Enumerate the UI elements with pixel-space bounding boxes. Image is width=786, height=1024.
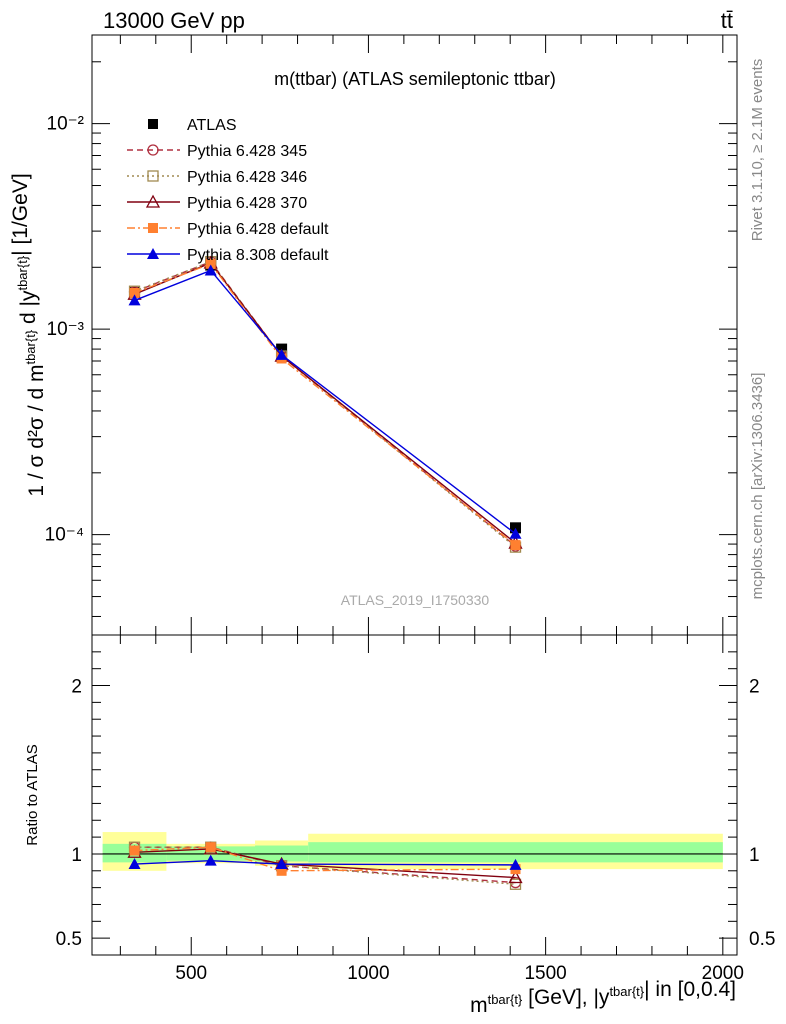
ratio-point: [129, 845, 140, 856]
legend: ATLAS Pythia 6.428 345 Pythia 6.428 346 Pyt…: [127, 117, 329, 264]
legend-entry: Pythia 6.428 370: [127, 194, 307, 212]
stat-uncertainty-band: [308, 842, 723, 863]
data-point: [275, 348, 288, 360]
main-plot: m(ttbar) (ATLAS semileptonic ttbar) ATLA…: [9, 34, 738, 636]
label-fragment: tbar{t}: [23, 329, 38, 364]
legend-label: Pythia 8.308 default: [187, 247, 329, 264]
legend-marker: [147, 170, 159, 182]
data-point: [509, 527, 522, 539]
data-point: [510, 540, 521, 551]
label-fragment: tbar{t}: [488, 992, 523, 1007]
y-tick-label: 1: [71, 845, 82, 866]
series-pythia-8-308-default: [128, 264, 522, 539]
label-fragment: [GeV], |y: [522, 986, 610, 1009]
ratio-series-group: [127, 841, 523, 890]
series-line: [134, 269, 516, 535]
y-tick-label: 0.5: [56, 929, 82, 950]
data-point: [128, 294, 141, 306]
ratio-point: [128, 858, 141, 870]
x-axis-label: mtbar{t} [GeV], |ytbar{t}| in [0,0.4]: [470, 978, 736, 1017]
ratio-plot: 0.5 0.5 1 1 2 2 500 1000 1500 2000 Ratio to ATLAS…: [24, 634, 775, 1017]
ratio-line: [134, 846, 516, 885]
main-plot-title: m(ttbar) (ATLAS semileptonic ttbar): [274, 69, 556, 89]
label-fragment: d |y: [17, 290, 40, 330]
series-line: [134, 262, 516, 546]
ratio-point: [509, 878, 522, 890]
legend-label: Pythia 6.428 default: [187, 221, 329, 238]
ratio-line: [134, 848, 516, 879]
main-plot-background: [92, 35, 737, 635]
legend-label: Pythia 6.428 346: [187, 169, 307, 186]
ratio-series-pythia-8-308-default: [128, 854, 522, 870]
legend-label: ATLAS: [187, 117, 237, 134]
label-fragment: tbar{t}: [609, 984, 644, 999]
ratio-line: [134, 859, 516, 866]
legend-marker: [147, 248, 159, 259]
ratio-point: [205, 842, 216, 853]
ratio-plot-frame: [91, 634, 738, 956]
ratio-point: [204, 854, 217, 866]
x-tick-label: 2000: [702, 963, 744, 984]
y-tick-label: 10⁻²: [47, 114, 85, 135]
main-y-axis-label: 1 / σ d²σ / d mtbar{t} d |ytbar{t}| [1/G…: [9, 173, 48, 496]
legend-label: Pythia 6.428 345: [187, 143, 307, 160]
legend-entry: ATLAS: [148, 117, 237, 134]
legend-marker: [145, 194, 161, 208]
x-tick-label: 1500: [524, 963, 566, 984]
ratio-point: [275, 858, 288, 870]
label-fragment: | [1/GeV]: [9, 173, 32, 256]
y-tick-label: 10⁻⁴: [45, 525, 84, 546]
main-series-group: [127, 255, 523, 553]
y-tick-label-right: 1: [749, 845, 760, 866]
rivet-label: Rivet 3.1.10, ≥ 2.1M events: [749, 59, 766, 242]
legend-entry: Pythia 8.308 default: [127, 247, 329, 264]
ratio-point: [508, 870, 523, 884]
label-fragment: m: [470, 994, 488, 1017]
legend-marker: [148, 119, 158, 129]
process-label: tt̄: [721, 8, 733, 33]
x-tick-label: 1000: [347, 963, 389, 984]
x-tick-label: 500: [175, 963, 207, 984]
data-point: [204, 264, 217, 276]
ratio-plot-background: [92, 635, 737, 955]
legend-label: Pythia 6.428 370: [187, 195, 307, 212]
label-fragment: 1 / σ d²σ / d m: [25, 365, 48, 497]
ratio-point: [276, 865, 287, 876]
ratio-axis-ticks: 0.5 0.5 1 1 2 2 500 1000 1500 2000: [56, 635, 775, 984]
analysis-watermark: ATLAS_2019_I1750330: [341, 592, 490, 608]
legend-marker: [148, 223, 158, 233]
label-fragment: tbar{t}: [15, 255, 30, 290]
ratio-line: [134, 846, 516, 872]
y-tick-label-right: 0.5: [749, 929, 775, 950]
y-tick-label: 10⁻³: [47, 319, 85, 340]
y-tick-label-right: 2: [749, 677, 760, 698]
data-point: [205, 258, 216, 269]
main-axis-ticks: 10⁻⁴ 10⁻³ 10⁻²: [45, 35, 737, 635]
legend-entry: Pythia 6.428 default: [127, 221, 329, 238]
ratio-y-axis-label: Ratio to ATLAS: [24, 744, 41, 845]
mcplots-label: mcplots.cern.ch [arXiv:1306.3436]: [749, 373, 766, 600]
ratio-point: [509, 858, 522, 870]
legend-entry: Pythia 6.428 345: [127, 143, 307, 160]
legend-marker: [147, 144, 159, 156]
energy-label: 13000 GeV pp: [103, 8, 245, 33]
legend-entry: Pythia 6.428 346: [127, 169, 307, 186]
series-line: [134, 262, 516, 544]
y-tick-label: 2: [71, 677, 82, 698]
data-point: [129, 287, 140, 298]
label-fragment: | in [0,0.4]: [644, 978, 736, 1001]
